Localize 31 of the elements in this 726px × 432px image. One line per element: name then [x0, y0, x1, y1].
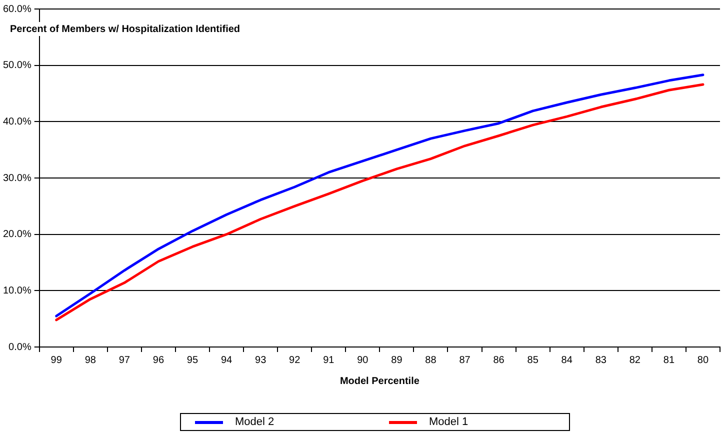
x-tick-label: 92 — [289, 354, 301, 366]
x-tick-label: 89 — [391, 354, 403, 366]
y-tick-label: 20.0% — [2, 229, 32, 240]
x-tick-label: 88 — [425, 354, 437, 366]
y-axis-title: Percent of Members w/ Hospitalization Identified — [10, 24, 240, 35]
x-tick-label: 83 — [595, 354, 607, 366]
x-tick-label: 84 — [561, 354, 573, 366]
x-tick-label: 86 — [493, 354, 505, 366]
x-tick-label: 93 — [255, 354, 267, 366]
y-tick-label: 0.0% — [8, 342, 32, 353]
x-tick-label: 98 — [84, 354, 96, 366]
y-tick-label: 50.0% — [2, 60, 32, 72]
y-tick-label: 10.0% — [2, 285, 32, 296]
legend-label: Model 1 — [429, 416, 468, 428]
x-tick-label: 99 — [50, 354, 62, 366]
x-axis-title: Model Percentile — [340, 376, 420, 387]
x-tick-label: 97 — [118, 354, 130, 366]
x-tick-label: 85 — [527, 354, 539, 366]
x-tick-label: 87 — [459, 354, 471, 366]
x-tick-label: 80 — [697, 354, 709, 366]
legend-label: Model 2 — [235, 416, 274, 428]
x-tick-label: 96 — [152, 354, 164, 366]
y-tick-label: 60.0% — [2, 4, 32, 15]
x-tick-label: 81 — [663, 354, 675, 366]
x-tick-label: 91 — [323, 354, 335, 366]
x-tick-label: 90 — [357, 354, 369, 366]
x-tick-label: 95 — [186, 354, 198, 366]
y-tick-label: 40.0% — [2, 116, 32, 128]
x-tick-label: 82 — [629, 354, 641, 366]
x-tick-label: 94 — [220, 354, 233, 366]
y-tick-label: 30.0% — [2, 172, 32, 184]
